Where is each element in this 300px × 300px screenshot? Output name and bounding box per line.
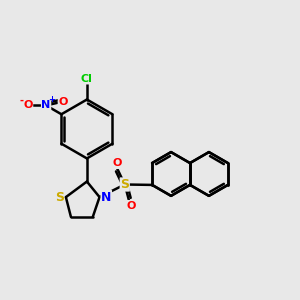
Text: -: - [20,96,24,106]
Text: S: S [55,190,64,204]
Text: O: O [126,200,136,211]
Text: N: N [101,190,111,204]
Text: O: O [23,100,33,110]
Text: +: + [49,95,56,104]
Text: Cl: Cl [81,74,93,84]
Text: N: N [41,100,51,110]
Text: O: O [112,158,122,169]
Text: S: S [120,178,129,191]
Text: O: O [58,97,68,107]
